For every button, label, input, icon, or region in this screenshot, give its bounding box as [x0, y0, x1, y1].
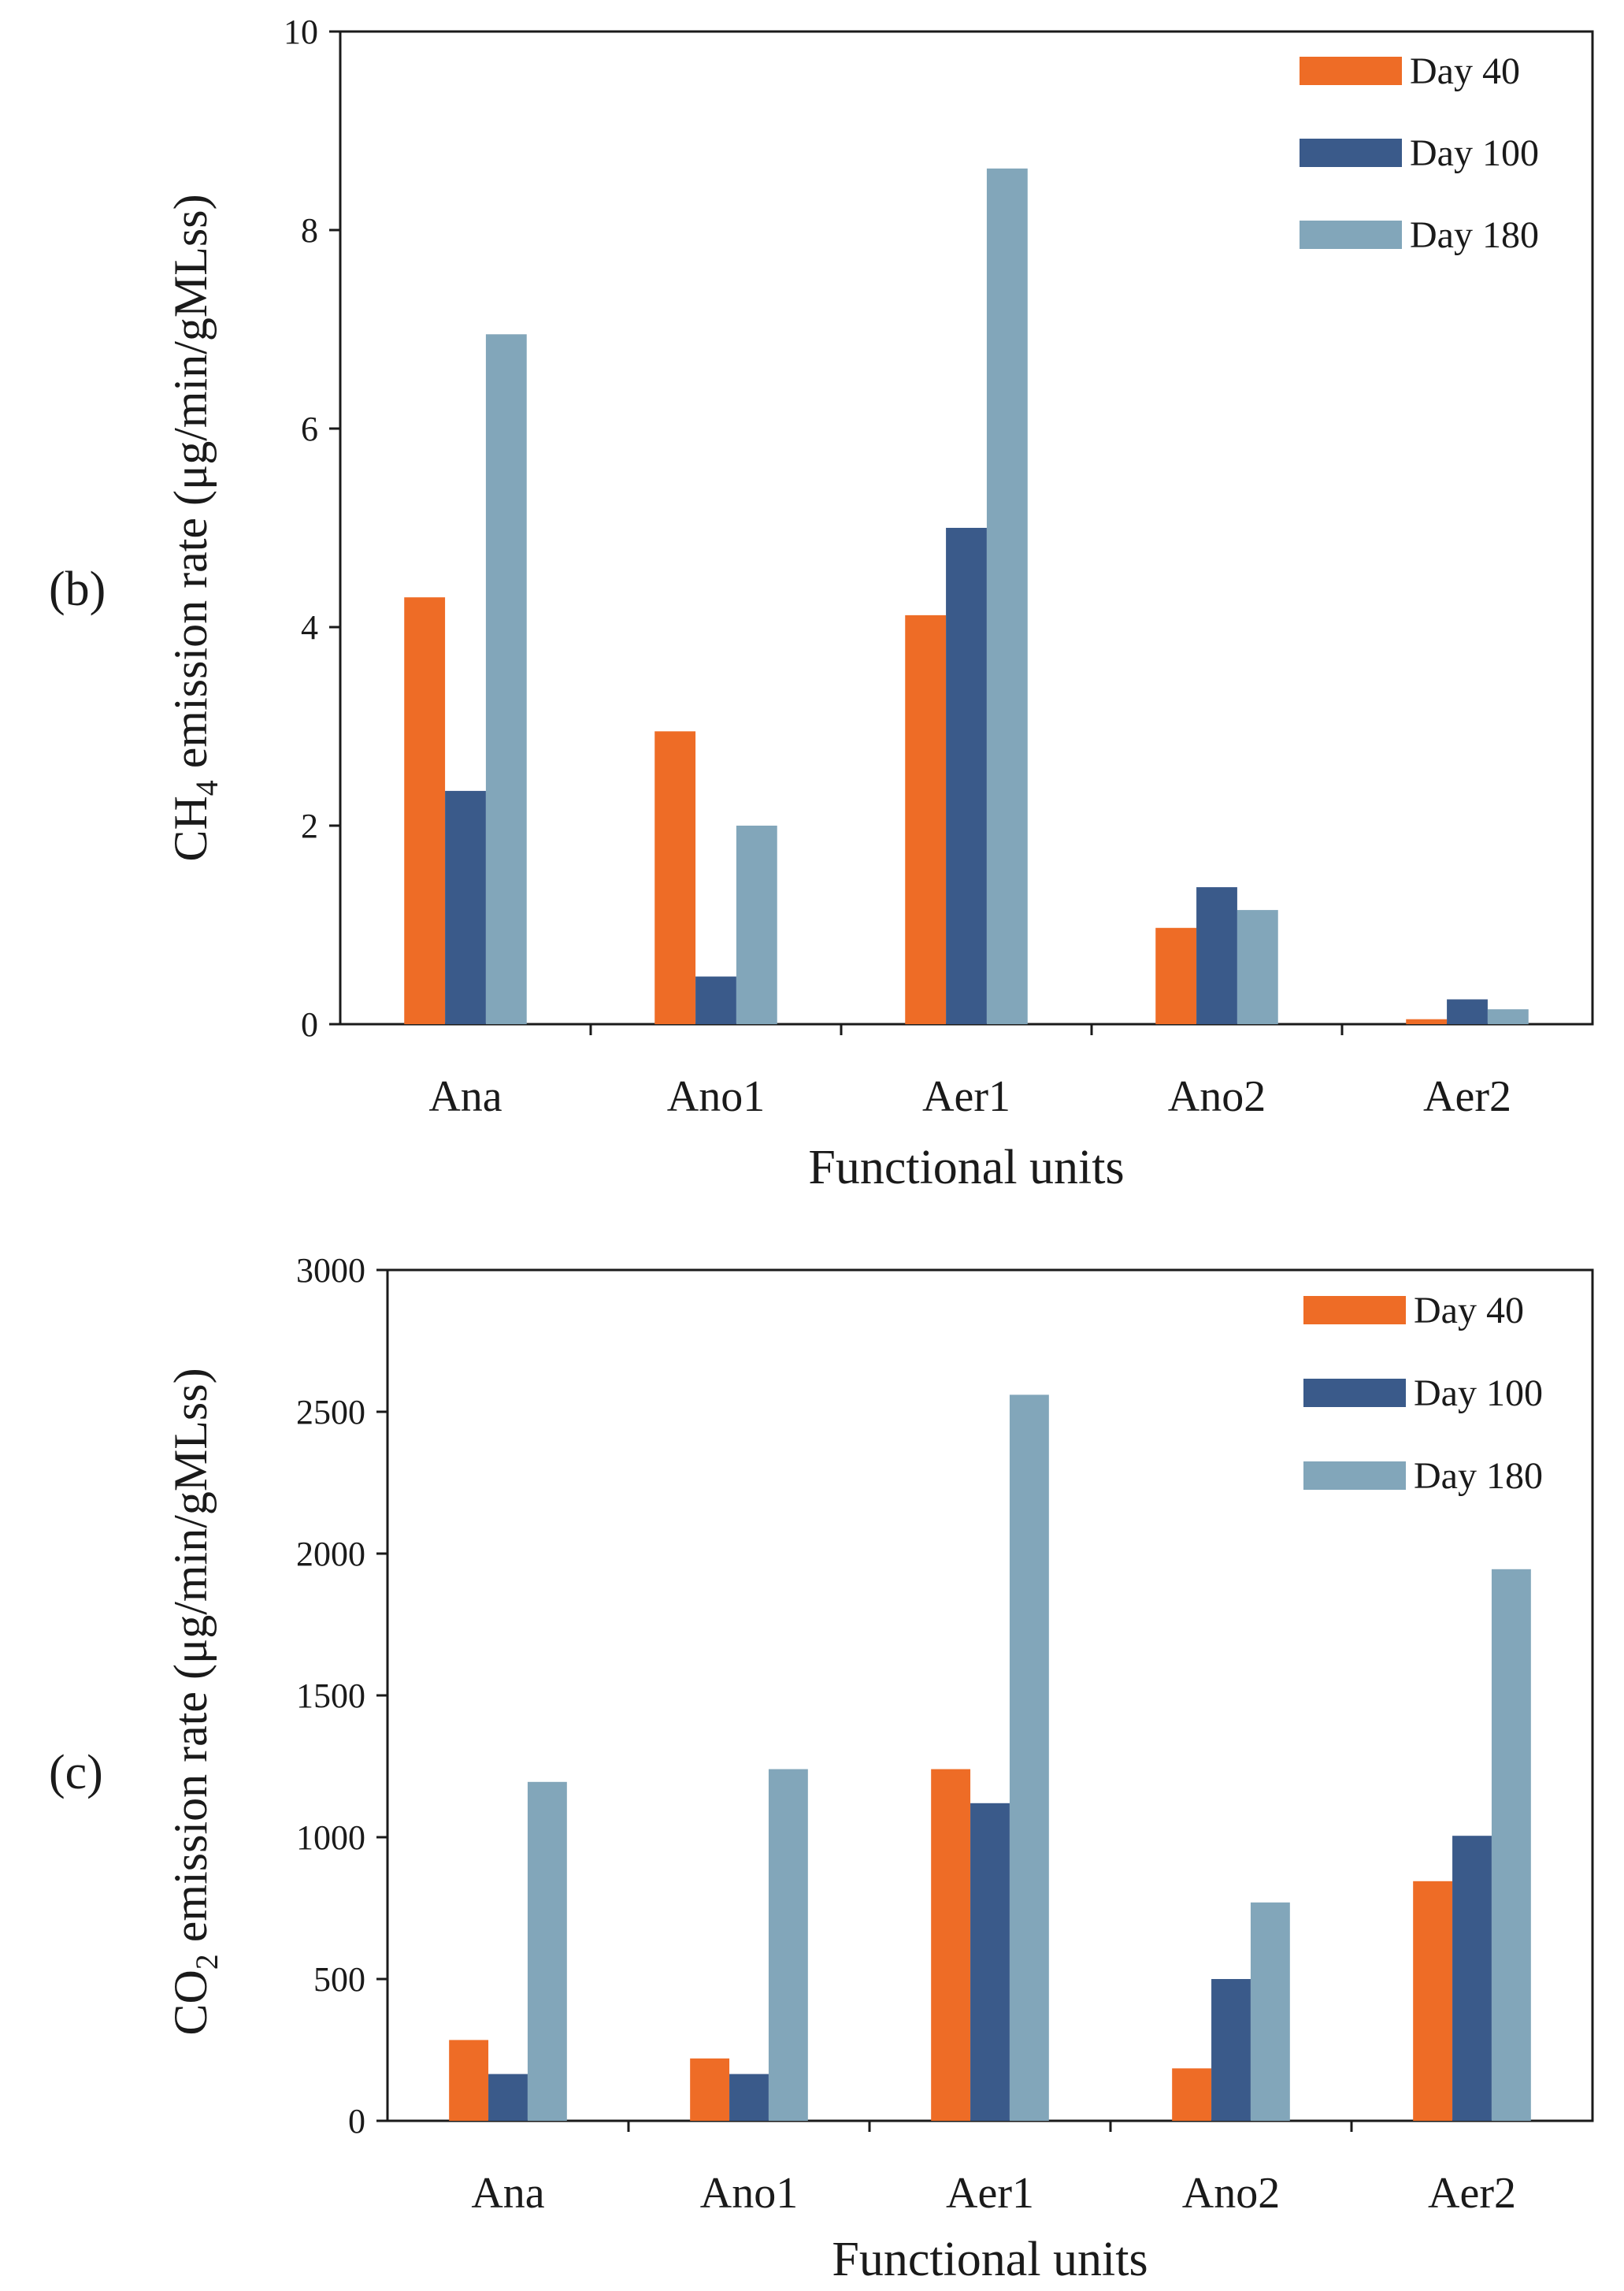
- category-label: Aer2: [1423, 1072, 1511, 1121]
- bar-day-180-ano1: [736, 826, 777, 1024]
- bar-day-40-ana: [449, 2040, 489, 2121]
- bar-day-100-aer2: [1447, 999, 1488, 1024]
- bar-day-40-ana: [404, 597, 446, 1024]
- bar-day-100-aer1: [970, 1803, 1010, 2121]
- bar-day-180-ano2: [1250, 1902, 1290, 2121]
- legend-swatch: [1300, 139, 1402, 167]
- bar-day-100-ano2: [1196, 887, 1237, 1024]
- legend: Day 40 Day 100 Day 180: [1300, 50, 1539, 256]
- legend-label: Day 180: [1414, 1455, 1543, 1497]
- y-tick-label: 500: [313, 1960, 365, 1999]
- bar-day-180-aer1: [1009, 1394, 1049, 2121]
- bar-day-40-ano1: [654, 731, 696, 1024]
- bar-day-40-ano1: [690, 2058, 730, 2121]
- category-label: Ano1: [667, 1072, 765, 1121]
- legend-label: Day 40: [1414, 1290, 1524, 1331]
- y-tick-label: 8: [301, 211, 318, 250]
- bar-day-180-aer2: [1487, 1009, 1529, 1024]
- bar-day-40-aer1: [931, 1769, 971, 2121]
- chart-panel-c: (c) 0 500 1000 1500 2000 2500 3000 Ana Ano1 Aer1 An…: [49, 1251, 1594, 2286]
- chart-panel-b: (b) 0 2 4 6 8 10 Ana Ano1 Aer1 Ano2 Aer2 Functional …: [49, 13, 1594, 1194]
- y-tick-label: 2500: [296, 1393, 365, 1431]
- y-tick-label: 1500: [296, 1676, 365, 1715]
- x-axis-title: Functional units: [808, 1141, 1124, 1194]
- legend-label: Day 40: [1410, 50, 1520, 92]
- legend-swatch: [1303, 1296, 1406, 1324]
- bar-day-40-aer2: [1413, 1881, 1453, 2121]
- y-tick-label: 0: [301, 1005, 318, 1044]
- legend-label: Day 100: [1414, 1372, 1543, 1414]
- legend-label: Day 100: [1410, 132, 1539, 174]
- bar-day-180-aer1: [986, 168, 1028, 1024]
- category-label: Ano2: [1182, 2169, 1280, 2218]
- y-tick-label: 0: [348, 2102, 365, 2141]
- bar-day-100-aer2: [1452, 1836, 1492, 2121]
- y-tick-label: 3000: [296, 1251, 365, 1290]
- legend-swatch: [1300, 57, 1402, 85]
- category-label: Aer2: [1428, 2169, 1516, 2218]
- bar-day-100-ano1: [695, 976, 736, 1024]
- bar-day-100-ana: [488, 2074, 528, 2121]
- bar-day-180-aer2: [1491, 1569, 1531, 2121]
- y-axis-title: CO2 emission rate (μg/min/gMLss): [165, 1368, 224, 2035]
- y-tick-label: 10: [284, 13, 318, 51]
- x-axis-title: Functional units: [832, 2233, 1148, 2286]
- bar-day-180-ano1: [768, 1769, 808, 2121]
- legend-swatch: [1303, 1461, 1406, 1490]
- category-label: Ano1: [700, 2169, 798, 2218]
- legend-swatch: [1303, 1379, 1406, 1407]
- y-axis-title: CH4 emission rate (μg/min/gMLss): [165, 194, 224, 861]
- bar-day-180-ana: [527, 1781, 567, 2121]
- bar-day-180-ana: [485, 334, 527, 1024]
- y-tick-label: 2: [301, 807, 318, 845]
- category-label: Ano2: [1168, 1072, 1266, 1121]
- bar-day-40-aer2: [1406, 1019, 1448, 1024]
- bar-day-100-ano1: [729, 2074, 769, 2121]
- category-label: Aer1: [922, 1072, 1010, 1121]
- category-label: Ana: [471, 2169, 544, 2218]
- category-label: Ana: [428, 1072, 502, 1121]
- y-tick-label: 1000: [296, 1818, 365, 1857]
- legend: Day 40 Day 100 Day 180: [1303, 1290, 1543, 1497]
- panel-label: (b): [49, 563, 106, 616]
- bar-day-40-ano2: [1172, 2068, 1212, 2121]
- y-tick-label: 2000: [296, 1535, 365, 1573]
- category-label: Aer1: [946, 2169, 1034, 2218]
- y-tick-label: 6: [301, 410, 318, 448]
- bar-day-100-ano2: [1211, 1979, 1251, 2121]
- bar-day-40-aer1: [905, 615, 947, 1024]
- bar-day-40-ano2: [1155, 927, 1197, 1024]
- panel-label: (c): [49, 1746, 103, 1799]
- legend-label: Day 180: [1410, 214, 1539, 256]
- bar-day-100-aer1: [946, 528, 987, 1024]
- bar-day-100-ana: [445, 790, 486, 1024]
- legend-swatch: [1300, 221, 1402, 249]
- y-tick-label: 4: [301, 608, 318, 647]
- bar-day-180-ano2: [1237, 910, 1278, 1024]
